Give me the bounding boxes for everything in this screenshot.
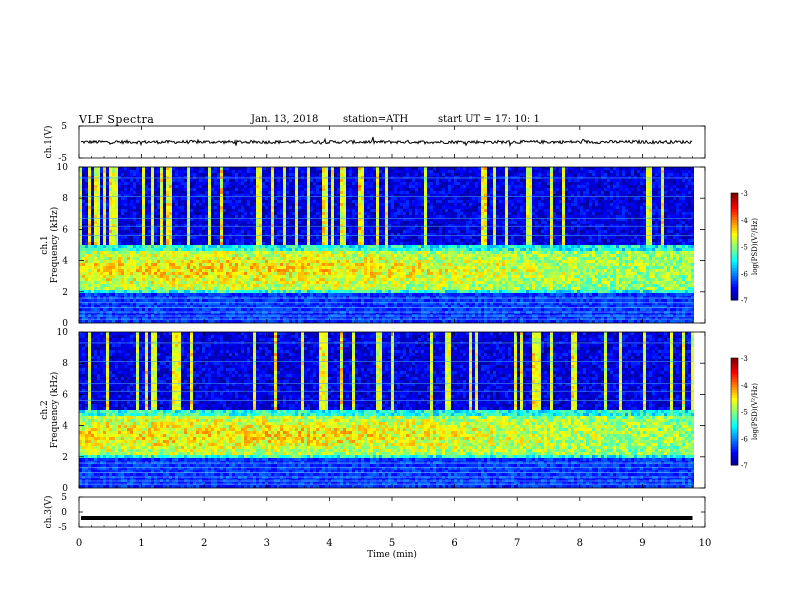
ch1-spectrogram-colorbar: -3 -4 -5 -6 -7 log(PSD)(V²/Hz) <box>730 190 759 305</box>
chart-title: VLF Spectra <box>79 113 154 126</box>
xtick-label: 10 <box>699 538 712 549</box>
ch3-waveform-ylabel: ch.3(V) <box>43 496 54 529</box>
xtick-label: 5 <box>389 538 395 549</box>
ch2-spectrogram-panel: 0 2 4 6 8 10 ch.2 Frequency (kHz) -3 -4 -5 -6 -7 log(… <box>40 328 759 494</box>
ch2-spectrogram-ylabel-frequency: Frequency (kHz) <box>49 372 60 449</box>
ch1-waveform-panel: 5 -5 ch.1(V) <box>43 122 706 164</box>
xtick-label: 1 <box>138 538 144 549</box>
ch2-spectrogram-colorbar-tick-label: -4 <box>741 382 748 390</box>
ch1-waveform-ytick-label: -5 <box>58 154 67 164</box>
ch3-waveform-ytick-label: 5 <box>61 493 67 503</box>
ch2-spectrogram-heatmap <box>79 332 694 488</box>
ch1-spectrogram-ytick-label: 0 <box>62 319 68 329</box>
start-time-label: start UT = 17: 10: 1 <box>438 114 540 125</box>
ch1-spectrogram-ytick-label: 10 <box>57 163 69 173</box>
ch1-spectrogram-ytick-label: 4 <box>62 257 68 267</box>
ch2-spectrogram-colorbar-label: log(PSD)(V²/Hz) <box>751 383 759 440</box>
ch2-spectrogram-colorbar-tick-label: -7 <box>741 462 748 470</box>
ch2-spectrogram-colorbar: -3 -4 -5 -6 -7 log(PSD)(V²/Hz) <box>730 355 759 470</box>
ch1-waveform-trace <box>80 136 693 148</box>
ch3-waveform-frame <box>78 496 706 528</box>
ch1-waveform-ytick-label: 5 <box>61 122 67 132</box>
ch2-spectrogram-ytick-label: 4 <box>62 422 68 432</box>
ch1-spectrogram-colorbar-label: log(PSD)(V²/Hz) <box>751 218 759 275</box>
ch2-spectrogram-ylabel-channel: ch.2 <box>40 400 50 419</box>
ch2-spectrogram-ytick-label: 0 <box>62 484 68 494</box>
ch1-spectrogram-colorbar-frame <box>730 192 739 301</box>
ch1-spectrogram-ytick-label: 6 <box>62 225 68 235</box>
xtick-label: 7 <box>514 538 520 549</box>
ch3-waveform-ytick-label: -5 <box>58 523 67 533</box>
xtick-label: 0 <box>76 538 82 549</box>
ch2-spectrogram-colorbar-frame <box>730 357 739 466</box>
ch1-spectrogram-colorbar-tick-label: -6 <box>741 270 748 278</box>
ch1-spectrogram-ytick-label: 8 <box>62 194 68 204</box>
ch1-spectrogram-colorbar-tick-label: -5 <box>741 244 748 252</box>
station-label: station=ATH <box>343 114 408 125</box>
xtick-label: 2 <box>201 538 207 549</box>
ch3-waveform-ytick-label: 0 <box>61 508 67 518</box>
ch1-spectrogram-ylabel-frequency: Frequency (kHz) <box>49 207 60 284</box>
ch1-spectrogram-ylabel-channel: ch.1 <box>40 235 50 254</box>
ch2-spectrogram-ytick-label: 10 <box>57 328 69 338</box>
ch1-waveform-ylabel: ch.1(V) <box>43 126 54 159</box>
ch1-spectrogram-colorbar-tick-label: -7 <box>741 297 748 305</box>
ch1-spectrogram-panel: 0 2 4 6 8 10 ch.1 Frequency (kHz) -3 -4 -5 -6 -7 log(… <box>40 163 759 329</box>
ch1-spectrogram-colorbar-tick-label: -3 <box>741 190 748 198</box>
ch2-spectrogram-ytick-label: 8 <box>62 359 68 369</box>
ch2-spectrogram-ytick-label: 6 <box>62 390 68 400</box>
xtick-label: 9 <box>639 538 645 549</box>
xtick-label: 3 <box>264 538 270 549</box>
ch1-spectrogram-colorbar-tick-label: -4 <box>741 217 748 225</box>
date-label: Jan. 13, 2018 <box>251 114 318 125</box>
xtick-label: 4 <box>326 538 332 549</box>
ch1-spectrogram-heatmap <box>79 167 694 323</box>
ch2-spectrogram-colorbar-tick-label: -6 <box>741 435 748 443</box>
x-axis-label: Time (min) <box>367 549 417 560</box>
xtick-label: 8 <box>577 538 583 549</box>
ch3-waveform-panel: 5 0 -5 ch.3(V) <box>43 493 706 533</box>
ch2-spectrogram-colorbar-tick-label: -5 <box>741 409 748 417</box>
ch2-spectrogram-ytick-label: 2 <box>62 453 68 463</box>
ch2-spectrogram-colorbar-tick-label: -3 <box>741 355 748 363</box>
xtick-label: 6 <box>451 538 457 549</box>
ch1-spectrogram-ytick-label: 2 <box>62 288 68 298</box>
